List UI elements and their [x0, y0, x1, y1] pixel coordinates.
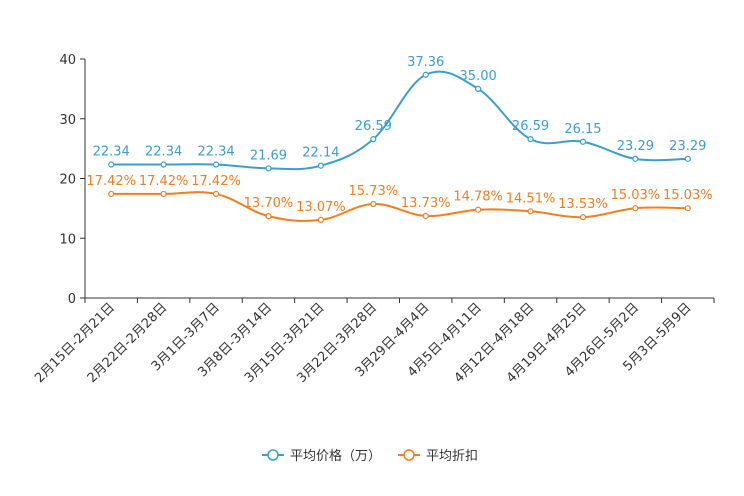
data-point	[475, 206, 482, 213]
data-point	[265, 213, 272, 220]
data-label: 35.00	[460, 69, 497, 84]
data-label: 13.73%	[401, 196, 451, 211]
data-point	[212, 161, 220, 168]
data-label: 17.42%	[86, 174, 136, 189]
y-tick-label: 40	[59, 53, 76, 68]
legend-item-1[interactable]: 平均价格（万）	[262, 448, 381, 464]
data-label: 26.59	[355, 119, 392, 134]
data-label: 26.59	[512, 119, 549, 134]
axes: 0102030402月15日-2月21日2月22日-2月28日3月1日-3月7日…	[32, 53, 715, 386]
data-point	[527, 208, 534, 215]
data-point	[317, 216, 324, 224]
data-point	[160, 161, 167, 168]
data-point	[422, 212, 429, 220]
data-point	[527, 136, 534, 143]
data-label: 21.69	[250, 148, 287, 163]
data-point	[579, 214, 587, 221]
data-point	[108, 190, 115, 198]
data-point	[422, 71, 429, 78]
data-label: 17.42%	[191, 174, 241, 189]
data-label: 13.70%	[244, 196, 294, 211]
legend[interactable]: 平均价格（万） 平均折扣	[262, 448, 478, 464]
data-label: 37.36	[407, 55, 444, 70]
legend-label: 平均折扣	[426, 449, 478, 464]
data-label: 23.29	[617, 139, 654, 154]
data-label: 17.42%	[139, 174, 189, 189]
y-tick-label: 0	[68, 292, 76, 307]
data-point	[475, 85, 482, 92]
data-point	[160, 190, 167, 198]
data-label: 13.53%	[558, 197, 608, 212]
legend-item-2[interactable]: 平均折扣	[398, 449, 478, 464]
data-point	[370, 136, 377, 143]
data-label: 15.03%	[663, 188, 713, 203]
data-label: 15.03%	[611, 188, 661, 203]
data-label: 22.34	[197, 145, 234, 160]
y-tick-label: 20	[59, 173, 76, 188]
data-label: 22.34	[93, 145, 130, 160]
y-tick-label: 10	[59, 232, 76, 247]
data-label: 13.07%	[296, 200, 346, 215]
data-label: 15.73%	[349, 184, 399, 199]
data-label: 14.78%	[453, 190, 503, 205]
data-labels: 22.34 22.34 22.34 21.69 22.14 26.59 37.36 35.00…	[86, 55, 712, 215]
data-point	[632, 155, 639, 162]
data-label: 23.29	[669, 139, 706, 154]
y-tick-label: 30	[59, 113, 76, 128]
data-point	[684, 155, 691, 162]
data-point	[265, 165, 272, 172]
series-line-2	[111, 191, 688, 222]
data-point	[632, 205, 639, 212]
data-point	[317, 162, 324, 169]
data-point	[370, 200, 377, 208]
series-layer	[108, 70, 691, 224]
legend-label: 平均价格（万）	[290, 448, 381, 464]
data-point	[579, 138, 587, 145]
data-label: 14.51%	[506, 191, 556, 206]
data-point	[684, 205, 691, 212]
data-label: 22.14	[302, 146, 339, 161]
legend-swatch-marker	[403, 449, 415, 461]
legend-swatch-marker	[267, 449, 279, 461]
data-label: 26.15	[564, 122, 601, 137]
data-label: 22.34	[145, 145, 182, 160]
data-point	[212, 190, 220, 198]
data-point	[108, 161, 115, 168]
